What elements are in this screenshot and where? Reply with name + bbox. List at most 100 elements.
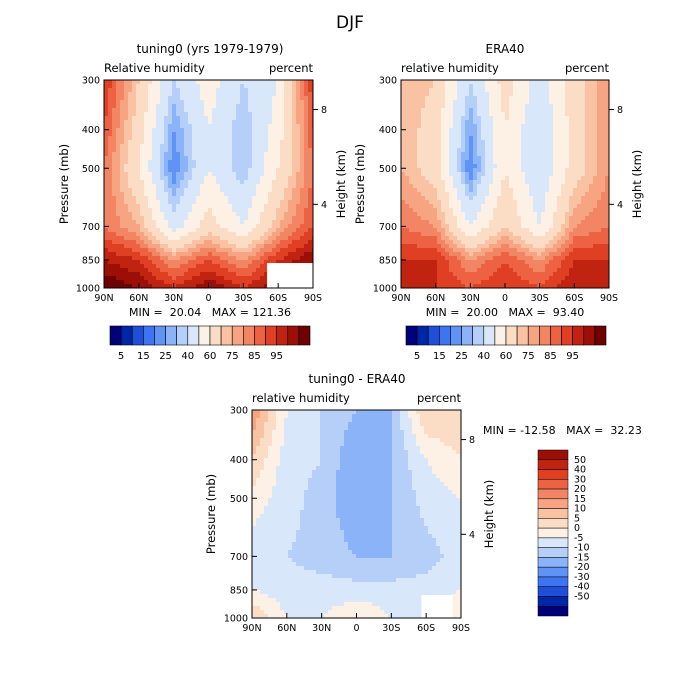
contour-cell — [124, 108, 129, 113]
contour-cell — [244, 168, 249, 173]
contour-cell — [164, 240, 169, 245]
contour-cell — [136, 80, 141, 85]
contour-cell — [204, 96, 209, 101]
contour-cell — [144, 280, 149, 285]
contour-cell — [204, 248, 209, 253]
contour-cell — [473, 164, 478, 169]
contour-cell — [264, 140, 269, 145]
contour-cell — [537, 204, 542, 209]
contour-cell — [184, 212, 189, 217]
contour-cell — [585, 232, 590, 237]
contour-cell — [212, 272, 217, 277]
contour-cell — [132, 156, 137, 161]
contour-cell — [144, 220, 149, 225]
contour-cell — [172, 168, 177, 173]
contour-cell — [200, 252, 205, 257]
contour-cell — [160, 144, 165, 149]
contour-cell — [196, 192, 201, 197]
contour-cell — [184, 180, 189, 185]
contour-cell — [417, 88, 422, 93]
contour-cell — [477, 88, 482, 93]
contour-cell — [437, 212, 442, 217]
contour-cell — [164, 168, 169, 173]
contour-cell — [300, 236, 305, 241]
contour-cell — [256, 80, 261, 85]
contour-cell — [128, 264, 133, 269]
contour-cell — [537, 140, 542, 145]
contour-cell — [561, 224, 566, 229]
contour-cell — [497, 228, 502, 233]
contour-cell — [473, 144, 478, 149]
contour-cell — [465, 236, 470, 241]
contour-cell — [156, 264, 161, 269]
contour-cell — [561, 88, 566, 93]
contour-cell — [176, 220, 181, 225]
contour-cell — [473, 236, 478, 241]
contour-cell — [565, 148, 570, 153]
contour-cell — [104, 132, 109, 137]
contour-cell — [216, 132, 221, 137]
contour-cell — [224, 172, 229, 177]
contour-cell — [605, 108, 610, 113]
contour-cell — [164, 248, 169, 253]
contour-cell — [288, 112, 293, 117]
contour-cell — [561, 120, 566, 125]
contour-cell — [581, 240, 586, 245]
contour-cell — [260, 232, 265, 237]
panel-model-title: tuning0 (yrs 1979-1979) — [137, 42, 284, 56]
contour-cell — [212, 184, 217, 189]
contour-cell — [501, 128, 506, 133]
contour-cell — [300, 228, 305, 233]
contour-cell — [585, 112, 590, 117]
contour-cell — [272, 172, 277, 177]
contour-cell — [461, 212, 466, 217]
contour-cell — [228, 168, 233, 173]
contour-cell — [481, 136, 486, 141]
contour-cell — [172, 124, 177, 129]
contour-cell — [300, 248, 305, 253]
contour-cell — [284, 136, 289, 141]
contour-cell — [240, 164, 245, 169]
contour-cell — [252, 272, 257, 277]
contour-cell — [260, 168, 265, 173]
contour-cell — [296, 168, 301, 173]
contour-cell — [216, 192, 221, 197]
contour-cell — [136, 128, 141, 133]
contour-cell — [280, 160, 285, 165]
contour-cell — [489, 144, 494, 149]
contour-cell — [112, 132, 117, 137]
contour-cell — [409, 160, 414, 165]
contour-cell — [124, 168, 129, 173]
contour-cell — [573, 200, 578, 205]
contour-cell — [136, 180, 141, 185]
contour-cell — [104, 196, 109, 201]
contour-cell — [264, 212, 269, 217]
contour-cell — [553, 232, 558, 237]
contour-cell — [168, 256, 173, 261]
contour-cell — [248, 280, 253, 285]
contour-cell — [256, 132, 261, 137]
contour-cell — [228, 264, 233, 269]
contour-cell — [308, 260, 313, 265]
contour-cell — [148, 280, 153, 285]
contour-cell — [541, 92, 546, 97]
contour-cell — [220, 256, 225, 261]
contour-cell — [172, 280, 177, 285]
contour-cell — [220, 272, 225, 277]
contour-cell — [192, 132, 197, 137]
contour-cell — [156, 100, 161, 105]
contour-cell — [453, 136, 458, 141]
contour-cell — [288, 224, 293, 229]
contour-cell — [545, 92, 550, 97]
contour-cell — [589, 156, 594, 161]
contour-cell — [457, 188, 462, 193]
contour-cell — [589, 148, 594, 153]
contour-cell — [417, 196, 422, 201]
contour-cell — [272, 252, 277, 257]
contour-cell — [509, 180, 514, 185]
contour-cell — [429, 144, 434, 149]
contour-cell — [260, 92, 265, 97]
contour-cell — [597, 100, 602, 105]
contour-cell — [104, 260, 109, 265]
contour-cell — [525, 168, 530, 173]
